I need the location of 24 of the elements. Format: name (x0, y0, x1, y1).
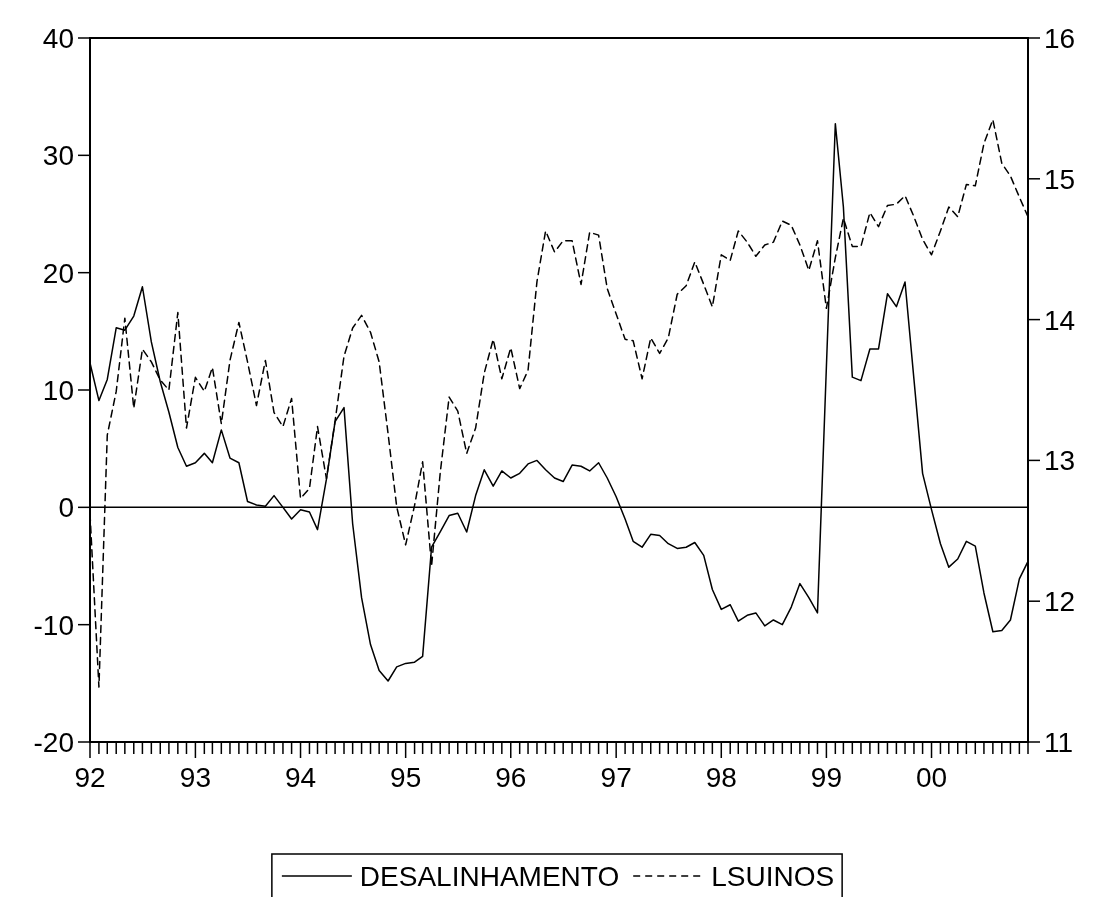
y-tick-label: 0 (58, 492, 74, 524)
x-tick-label: 95 (390, 762, 422, 793)
y-tick-label: -20 (33, 727, 74, 758)
y-tick-label: 30 (42, 140, 74, 172)
x-tick-label: 99 (810, 762, 842, 793)
y-tick-label: 40 (42, 23, 74, 54)
x-tick-label: 93 (179, 762, 211, 793)
y2-tick-label: 14 (1044, 304, 1076, 336)
x-tick-label: 92 (74, 762, 106, 793)
legend-label: LSUINOS (711, 861, 835, 892)
y2-tick-label: 12 (1044, 586, 1076, 618)
x-tick-label: 94 (284, 762, 317, 793)
y2-tick-label: 16 (1044, 23, 1076, 54)
y-tick-label: 20 (42, 257, 74, 289)
x-tick-label: 96 (495, 762, 527, 793)
x-tick-label: 98 (705, 762, 737, 793)
y-tick-label: 10 (42, 375, 74, 406)
x-tick-label: 97 (600, 762, 632, 793)
y2-tick-label: 15 (1044, 163, 1076, 195)
y2-tick-label: 13 (1044, 445, 1076, 477)
legend-label: DESALINHAMENTO (359, 861, 620, 892)
y-tick-label: -10 (33, 609, 74, 641)
x-tick-label: 00 (915, 762, 948, 793)
y2-tick-label: 11 (1044, 727, 1074, 758)
